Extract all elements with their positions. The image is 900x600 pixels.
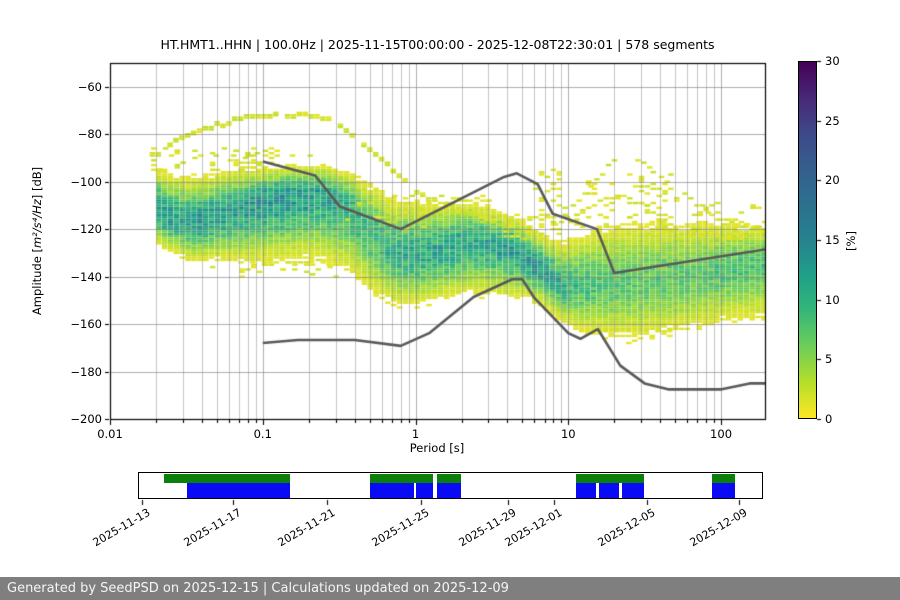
y-tick-label: −160 [70,317,102,332]
x-tick-label: 0.1 [253,427,272,441]
x-tick-label: 100 [710,427,733,441]
colorbar-tick-label: 20 [825,173,840,188]
colorbar-tick-label: 10 [825,292,840,307]
y-tick-label: −120 [70,222,102,237]
y-axis-label-suffix: ] [dB] [30,166,44,200]
x-tick-label: 0.01 [97,427,123,441]
availability-segment-psd [436,483,462,498]
colorbar-tick-label: 15 [825,233,840,247]
y-axis-label-units: m²/s⁴/Hz [30,199,44,249]
availability-segment-psd [599,483,620,498]
y-tick-label: −140 [70,269,102,284]
colorbar-tick-label: 25 [825,113,840,128]
availability-segment-psd [370,483,415,498]
x-axis-label: Period [s] [409,441,465,455]
y-tick-label: −60 [77,79,102,94]
availability-segment-psd [186,483,290,498]
x-tick-label: 1 [411,427,420,441]
availability-segment-data [575,474,644,483]
availability-segment-psd [416,483,434,498]
availability-segment-data [370,474,434,483]
y-tick-label: −100 [70,174,102,189]
colorbar-gradient [798,61,817,419]
availability-segment-psd [622,483,644,498]
availability-segment-data [163,474,291,483]
availability-segment-data [436,474,462,483]
availability-segment-psd [712,483,736,498]
footer-text: Generated by SeedPSD on 2025-12-15 | Cal… [7,581,509,596]
y-tick-label: −200 [70,412,102,426]
y-tick-label: −180 [70,364,102,379]
availability-bar [138,472,763,499]
availability-segment-data [712,474,736,483]
plot-title: HT.HMT1..HHN | 100.0Hz | 2025-11-15T00:0… [160,37,715,52]
colorbar-tick-label: 30 [825,54,840,68]
colorbar-label: [%] [844,231,858,251]
availability-segment-psd [575,483,597,498]
y-axis-label-prefix: Amplitude [ [30,248,44,316]
colorbar-tick-label: 5 [825,352,833,367]
colorbar-tick-label: 0 [825,412,833,426]
x-tick-label: 10 [560,427,576,441]
y-axis-label: Amplitude [m²/s⁴/Hz] [dB] [30,167,44,315]
y-tick-label: −80 [77,127,102,142]
footer-bar: Generated by SeedPSD on 2025-12-15 | Cal… [0,577,900,600]
